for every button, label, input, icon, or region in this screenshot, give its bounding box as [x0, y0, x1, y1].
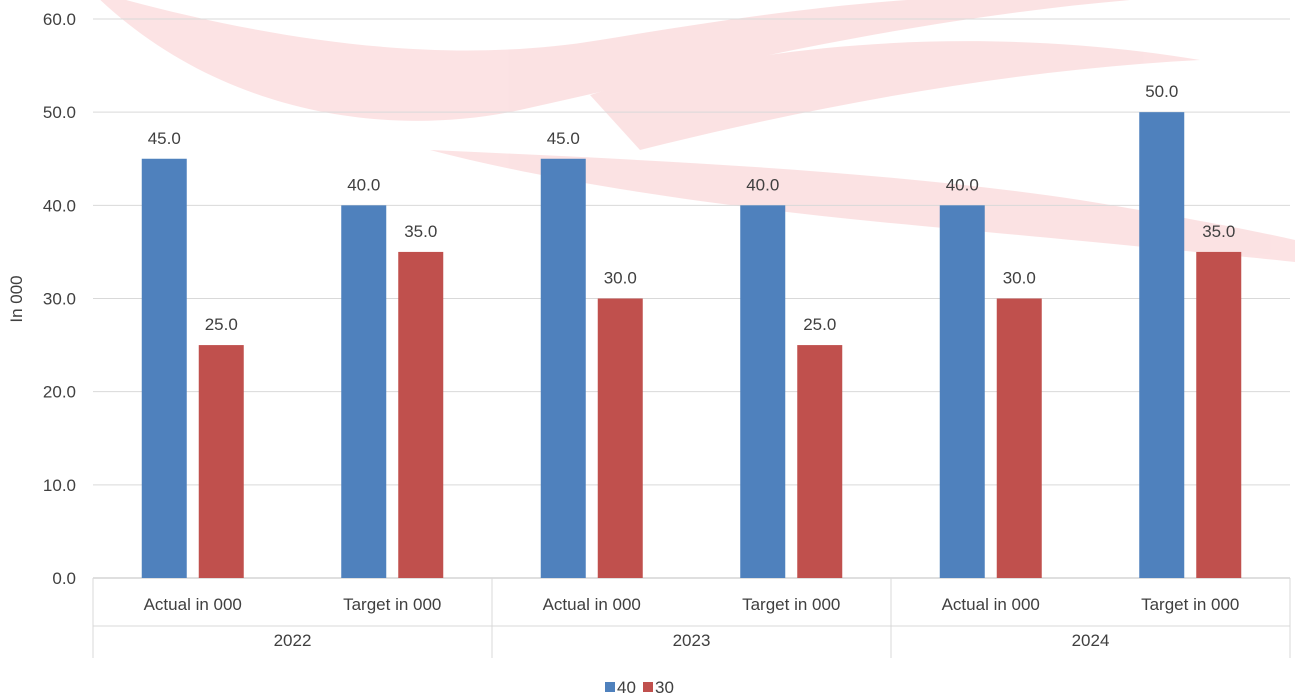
x-group-label: 2023: [673, 631, 711, 650]
data-label: 30.0: [1003, 269, 1036, 288]
data-label: 40.0: [347, 175, 380, 194]
data-label: 35.0: [1202, 222, 1235, 241]
watermark-logo: [100, 0, 1295, 262]
legend-swatch-30: [643, 682, 653, 692]
bar-series-40: [341, 205, 387, 579]
legend-label-40: 40: [617, 678, 636, 697]
y-tick-label: 40.0: [43, 196, 76, 215]
bar-series-40: [1139, 112, 1185, 579]
y-axis-label: In 000: [7, 275, 26, 322]
legend-label-30: 30: [655, 678, 674, 697]
data-label: 45.0: [148, 129, 181, 148]
bar-series-30: [198, 345, 244, 578]
legend-swatch-40: [605, 682, 615, 692]
data-label: 25.0: [205, 315, 238, 334]
x-category-label: Actual in 000: [144, 595, 242, 614]
bars: [141, 112, 1242, 579]
data-label: 50.0: [1145, 82, 1178, 101]
data-label: 35.0: [404, 222, 437, 241]
bar-series-40: [939, 205, 985, 579]
legend: 40 30: [605, 678, 674, 697]
bar-series-40: [540, 158, 586, 578]
bar-series-30: [1196, 251, 1242, 578]
bar-series-40: [141, 158, 187, 578]
x-category-label: Target in 000: [1141, 595, 1239, 614]
x-group-label: 2022: [274, 631, 312, 650]
y-tick-label: 60.0: [43, 10, 76, 29]
bar-series-40: [740, 205, 786, 579]
y-tick-label: 0.0: [52, 569, 76, 588]
data-label: 25.0: [803, 315, 836, 334]
data-labels: 45.0 25.0 40.0 35.0 45.0 30.0 40.0 25.0 40.0 30.0…: [148, 82, 1236, 334]
bar-series-30: [398, 251, 444, 578]
x-axis: Actual in 000 Target in 000 2022 Actual in …: [92, 578, 1291, 658]
y-tick-label: 50.0: [43, 103, 76, 122]
bar-series-30: [996, 298, 1042, 578]
x-category-label: Target in 000: [742, 595, 840, 614]
data-label: 45.0: [547, 129, 580, 148]
x-group-label: 2024: [1072, 631, 1110, 650]
x-category-label: Target in 000: [343, 595, 441, 614]
data-label: 40.0: [946, 175, 979, 194]
y-tick-label: 20.0: [43, 383, 76, 402]
x-category-label: Actual in 000: [942, 595, 1040, 614]
data-label: 30.0: [604, 269, 637, 288]
bar-series-30: [597, 298, 643, 578]
y-tick-label: 30.0: [43, 290, 76, 309]
y-tick-label: 10.0: [43, 476, 76, 495]
gridlines: [93, 18, 1290, 579]
bar-series-30: [797, 345, 843, 578]
x-category-label: Actual in 000: [543, 595, 641, 614]
data-label: 40.0: [746, 175, 779, 194]
y-axis-ticks: 0.0 10.0 20.0 30.0 40.0 50.0 60.0: [43, 10, 76, 588]
